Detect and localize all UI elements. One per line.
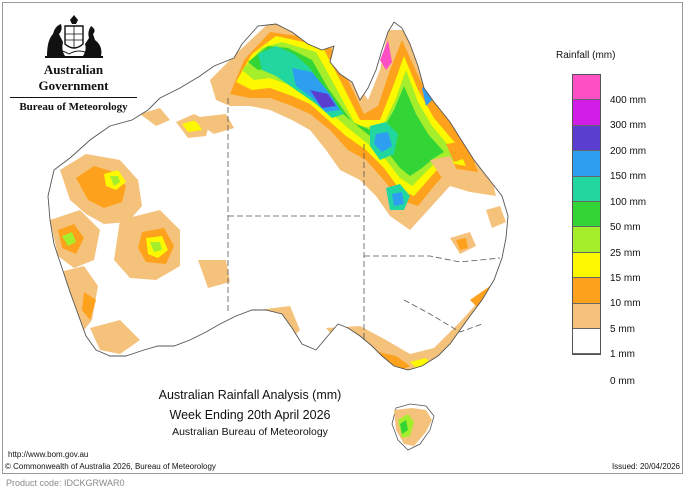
agency-name: Australian Government bbox=[10, 62, 137, 98]
rainfall-map bbox=[47, 21, 509, 451]
legend-swatch bbox=[573, 328, 600, 355]
map-title: Australian Rainfall Analysis (mm) bbox=[158, 388, 342, 402]
legend-label: 200 mm bbox=[610, 146, 647, 157]
legend-swatch bbox=[573, 125, 600, 152]
legend-label: 100 mm bbox=[610, 197, 647, 208]
legend-label: 5 mm bbox=[610, 324, 635, 335]
bureau-name: Bureau of Meteorology bbox=[19, 101, 128, 113]
legend-label: 400 mm bbox=[610, 95, 647, 106]
legend-label: 15 mm bbox=[610, 273, 641, 284]
legend-swatch bbox=[573, 252, 600, 279]
legend-label: 25 mm bbox=[610, 248, 641, 259]
bom-url-link[interactable]: http://www.bom.gov.au bbox=[8, 450, 89, 459]
copyright-text: © Commonwealth of Australia 2026, Bureau… bbox=[5, 462, 216, 471]
legend-swatch bbox=[573, 100, 600, 126]
issued-date: Issued: 20/04/2026 bbox=[611, 462, 680, 471]
map-subtitle: Week Ending 20th April 2026 bbox=[169, 408, 331, 422]
legend-label: 300 mm bbox=[610, 120, 647, 131]
legend-swatch bbox=[573, 201, 600, 228]
legend-label: 0 mm bbox=[610, 376, 635, 387]
legend-swatch bbox=[573, 303, 600, 329]
legend-swatch bbox=[573, 151, 600, 177]
legend-swatch bbox=[573, 176, 600, 202]
product-code: Product code: IDCKGRWAR0 bbox=[6, 478, 125, 488]
legend-swatch bbox=[573, 75, 600, 101]
legend-label: 50 mm bbox=[610, 222, 641, 233]
legend-swatch bbox=[573, 278, 600, 304]
government-logo-block: Australian Government Bureau of Meteorol… bbox=[6, 12, 141, 113]
legend-label: 10 mm bbox=[610, 298, 641, 309]
map-credit: Australian Bureau of Meteorology bbox=[172, 426, 328, 438]
rainfall-legend bbox=[572, 74, 601, 356]
legend-swatch bbox=[573, 227, 600, 253]
coat-of-arms-icon bbox=[44, 15, 103, 58]
legend-title: Rainfall (mm) bbox=[556, 50, 616, 61]
legend-label: 1 mm bbox=[610, 349, 635, 360]
legend-label: 150 mm bbox=[610, 171, 647, 182]
